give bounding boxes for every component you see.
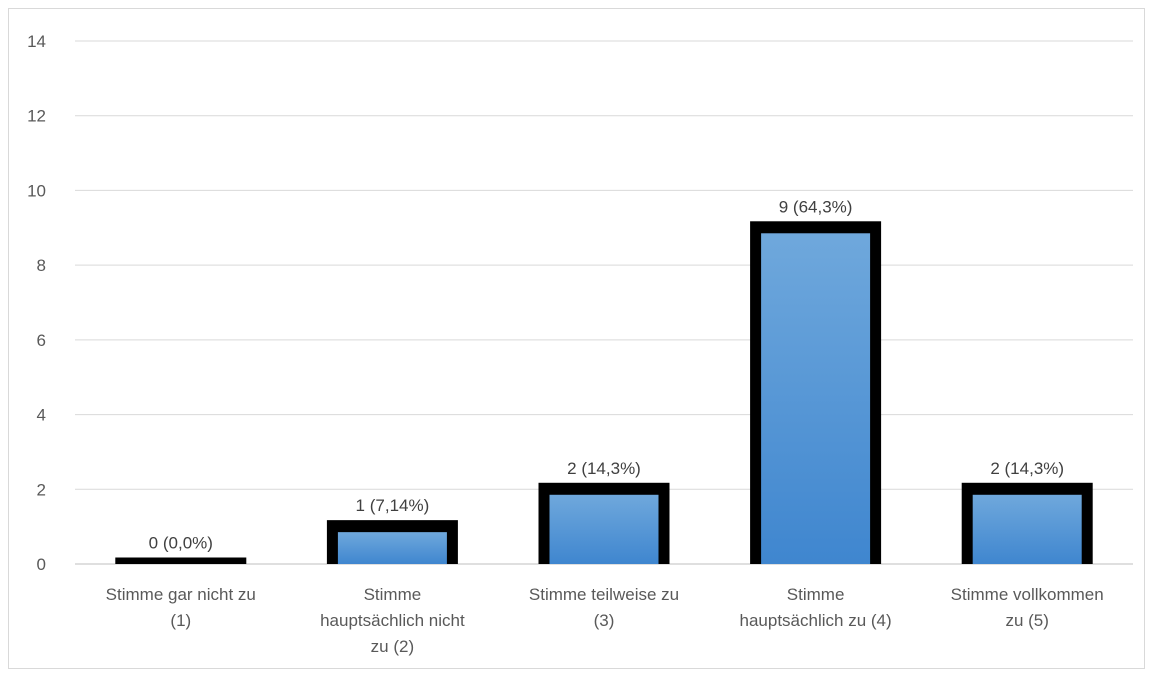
y-tick-label: 2 — [37, 480, 46, 499]
x-category-label: Stimme teilweise zu (3) — [529, 585, 679, 630]
y-tick-label: 12 — [27, 107, 46, 126]
x-category-label: Stimme vollkommen zu (5) — [951, 585, 1104, 630]
bar — [337, 532, 447, 564]
y-tick-label: 0 — [37, 555, 46, 574]
y-tick-label: 6 — [37, 331, 46, 350]
data-label: 0 (0,0%) — [149, 534, 213, 553]
chart-frame — [8, 8, 1145, 669]
bar — [549, 494, 659, 564]
y-tick-label: 8 — [37, 256, 46, 275]
bar — [761, 233, 871, 565]
data-label: 9 (64,3%) — [779, 197, 853, 216]
x-category-label: Stimme hauptsächlich nicht zu (2) — [320, 585, 465, 656]
data-label: 2 (14,3%) — [567, 459, 641, 478]
data-label: 1 (7,14%) — [356, 496, 430, 515]
y-tick-label: 10 — [27, 181, 46, 200]
y-tick-label: 14 — [27, 32, 46, 51]
bar-border — [115, 557, 247, 564]
y-tick-label: 4 — [37, 406, 46, 425]
bar — [972, 494, 1082, 564]
data-label: 2 (14,3%) — [990, 459, 1064, 478]
x-category-label: Stimme hauptsächlich zu (4) — [740, 585, 892, 630]
x-category-label: Stimme gar nicht zu (1) — [106, 585, 256, 630]
